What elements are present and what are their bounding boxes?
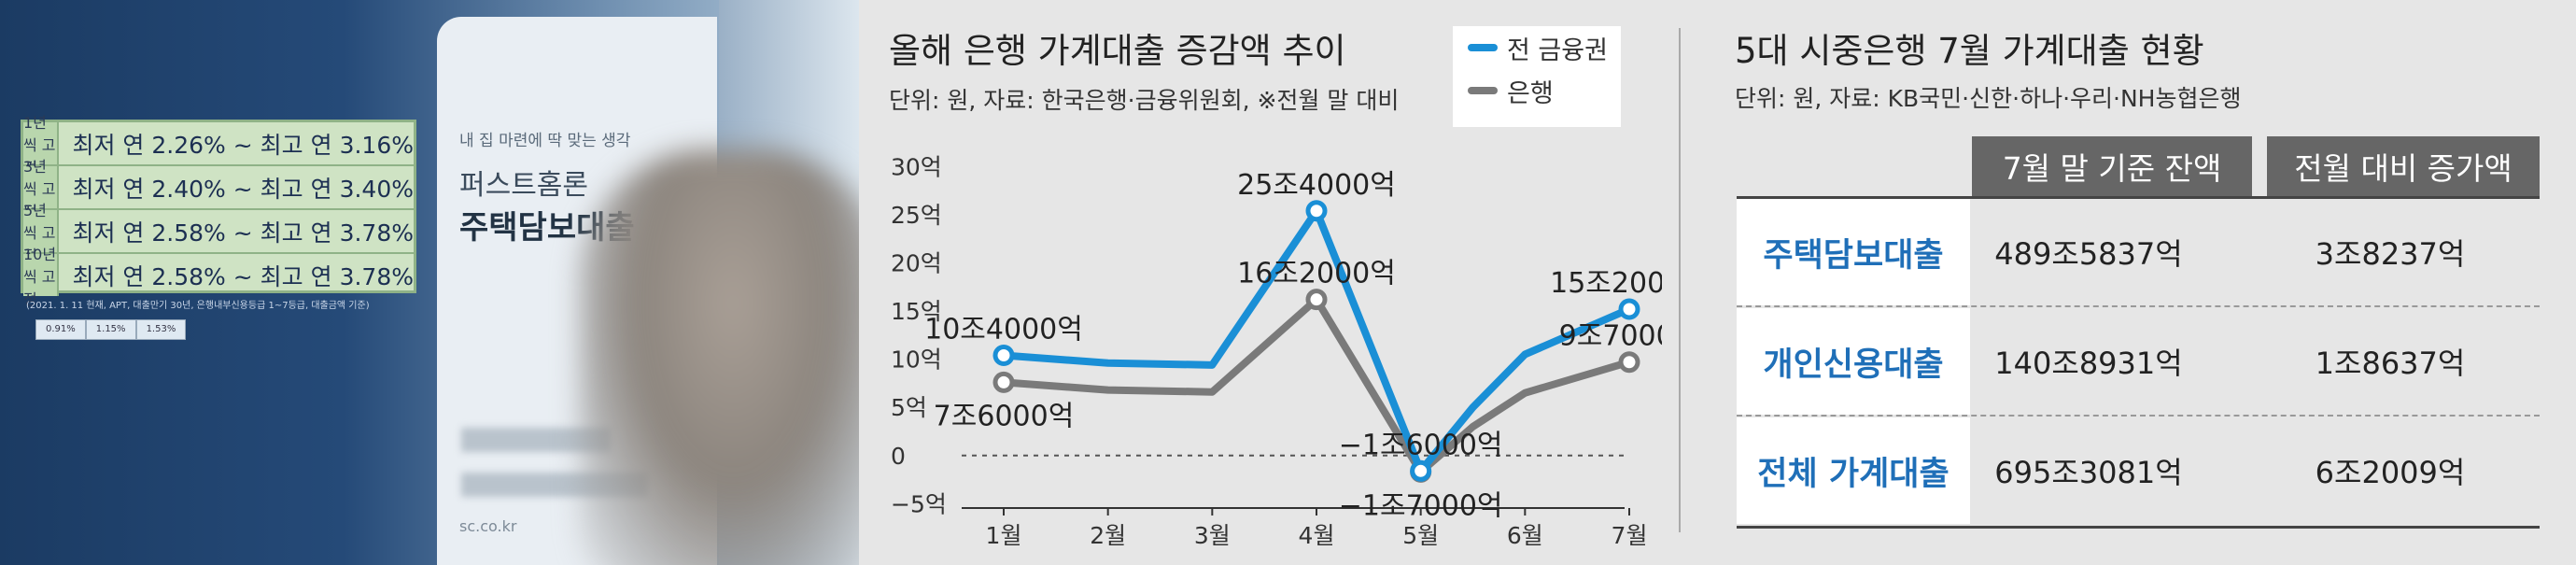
data-point [1618,298,1640,320]
x-tick-label: 2월 [1090,522,1126,549]
balance-cell: 695조3081억 [1994,455,2183,490]
y-tick-label: 5억 [891,394,927,421]
poster-title: 퍼스트홈론 [459,169,588,202]
chart-subtitle: 단위: 원, 자료: 한국은행·금융위원회, ※전월 말 대비 [889,87,1400,114]
y-tick-label: 20억 [891,249,942,276]
y-tick-label: 10억 [891,346,942,374]
rate-range: 최저 연 2.58% ~ 최고 연 3.78% [72,262,414,290]
data-point [1410,459,1432,482]
rate-board: 1년씩 고정 최저 연 2.26% ~ 최고 연 3.16% 3년씩 고정 최저… [21,114,416,308]
increase-cell: 1조8637억 [2315,346,2466,381]
rate-row: 1년씩 고정 최저 연 2.26% ~ 최고 연 3.16% [23,114,414,177]
fine-print: (2021. 1. 11 현재, APT, 대출만기 30년, 은행내부신용등급… [26,299,428,346]
column-header: 전월 대비 증가액 [2267,136,2540,196]
rate-term: 5년씩 고정 [23,202,60,264]
mini-rate: 1.15% [85,319,136,340]
legend-swatch [1468,44,1498,51]
table-row: 주택담보대출 489조5837억 3조8237억 [1737,199,2540,307]
data-label: −1조6000억 [1339,429,1503,461]
rate-row: 3년씩 고정 최저 연 2.40% ~ 최고 연 3.40% [23,158,414,220]
y-tick-label: −5억 [891,490,947,517]
data-label: 16조2000억 [1237,258,1396,290]
table-body: 주택담보대출 489조5837억 3조8237억 개인신용대출 140조8931… [1737,196,2540,529]
mini-rate: 0.91% [35,319,86,340]
series-line-all-financial [1000,206,1633,475]
legend-label: 전 금융권 [1507,35,1608,65]
row-label: 개인신용대출 [1737,308,1970,415]
x-tick-label: 1월 [986,522,1022,549]
data-point [992,371,1015,393]
table-title: 5대 시중은행 7월 가계대출 현황 [1735,31,2204,71]
rate-term: 10년씩 고정 [23,246,60,308]
blurred-person [579,149,859,565]
y-tick-label: 0 [891,443,906,470]
rate-range: 최저 연 2.26% ~ 최고 연 3.16% [72,131,414,159]
legend-label: 은행 [1507,78,1554,108]
x-tick-label: 6월 [1507,522,1543,549]
mini-rate-table: 0.91% 1.15% 1.53% [35,319,428,340]
data-point [992,345,1015,367]
divider [1679,28,1681,532]
table-row: 개인신용대출 140조8931억 1조8637억 [1737,308,2540,417]
y-tick-label: 15억 [891,298,942,325]
rate-range: 최저 연 2.40% ~ 최고 연 3.40% [72,175,414,203]
column-header: 7월 말 기준 잔액 [1972,136,2252,196]
data-label: 25조4000억 [1237,169,1396,202]
row-label: 전체 가계대출 [1737,417,1970,524]
mini-rate: 1.53% [135,319,187,340]
data-label: 15조2000억 [1550,267,1662,300]
data-point [1305,200,1328,222]
data-label: 9조7000억 [1559,320,1662,353]
chart-legend: 전 금융권 은행 [1453,26,1621,127]
data-label: 10조4000억 [924,314,1083,346]
rate-row: 5년씩 고정 최저 연 2.58% ~ 최고 연 3.78% [23,202,414,264]
increase-cell: 3조8237억 [2315,236,2466,272]
x-tick-label: 3월 [1194,522,1231,549]
poster-url: sc.co.kr [459,517,517,535]
row-label: 주택담보대출 [1737,199,1970,305]
balance-cell: 489조5837억 [1994,236,2183,272]
chart-title: 올해 은행 가계대출 증감액 추이 [889,31,1346,71]
x-tick-label: 7월 [1612,522,1648,549]
x-tick-label: 4월 [1299,522,1335,549]
data-label: 7조6000억 [934,400,1075,432]
data-label: −1조7000억 [1339,489,1503,522]
background-photo: 1년씩 고정 최저 연 2.26% ~ 최고 연 3.16% 3년씩 고정 최저… [0,0,859,565]
note-small: (2021. 1. 11 현재, APT, 대출만기 30년, 은행내부신용등급… [26,301,370,311]
poster-subtitle: 내 집 마련에 딱 맞는 생각 [459,132,631,150]
data-point [1618,351,1640,374]
data-point [1305,289,1328,311]
rate-row: 10년씩 고정 최저 연 2.58% ~ 최고 연 3.78% [23,246,414,308]
legend-swatch [1468,87,1498,94]
legend-item: 전 금융권 [1453,26,1621,69]
balance-cell: 140조8931억 [1994,346,2183,381]
series-line-bank [1000,295,1633,476]
legend-item: 은행 [1453,69,1621,112]
table-subtitle: 단위: 원, 자료: KB국민·신한·하나·우리·NH농협은행 [1735,85,2242,112]
x-tick-label: 5월 [1402,522,1439,549]
y-tick-label: 25억 [891,202,942,229]
line-chart: 30억 25억 20억 15억 10억 5억 0 −5억 1월 2월 3월 4월 5월 6월 7월 10조40… [891,153,1662,549]
y-tick-label: 30억 [891,153,942,180]
increase-cell: 6조2009억 [2315,455,2466,490]
rate-range: 최저 연 2.58% ~ 최고 연 3.78% [72,219,414,247]
table-row: 전체 가계대출 695조3081억 6조2009억 [1737,417,2540,524]
